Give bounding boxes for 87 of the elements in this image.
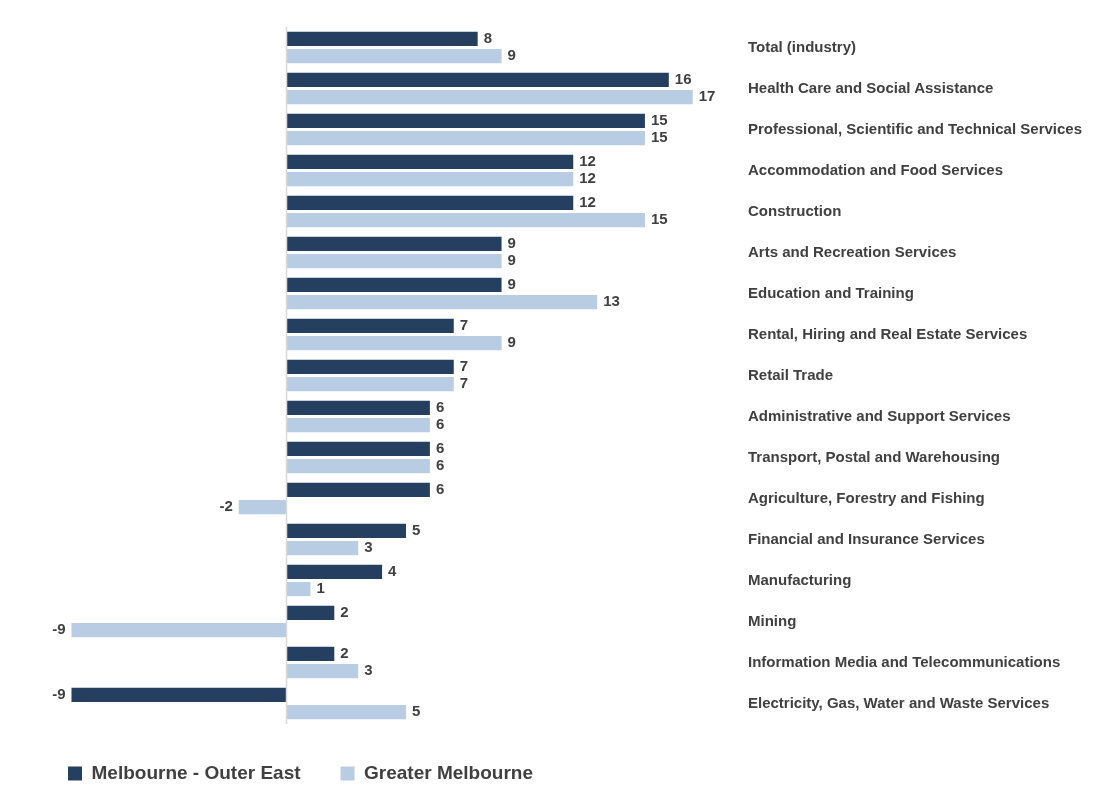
bar [286,318,454,333]
bar [286,195,574,210]
y-tick-label: Transport, Postal and Warehousing [747,447,1000,465]
data-label: 9 [507,333,516,351]
data-label: 6 [435,398,445,416]
y-tick-label: Information Media and Telecommunications [747,652,1061,670]
data-label: 7 [459,316,469,334]
data-label: -9 [52,620,66,638]
y-tick-label: Mining [747,611,797,629]
y-tick-label: Arts and Recreation Services [747,242,957,260]
legend-label: Melbourne - Outer East [91,761,302,783]
data-label: 6 [435,480,445,498]
bar [286,213,645,228]
legend-label: Greater Melbourne [364,761,533,783]
data-label: 1 [316,579,325,597]
data-label: 15 [650,111,668,129]
data-label: 2 [340,603,349,621]
data-label: 8 [483,29,493,47]
y-tick-label: Accommodation and Food Services [747,160,1004,178]
bar [286,172,574,187]
bar [286,482,430,497]
y-tick-label: Construction [747,201,842,219]
y-tick-label: Health Care and Social Assistance [747,78,994,96]
bar [286,605,335,620]
bar [286,359,454,374]
data-label: 7 [459,374,469,392]
y-tick-label: Administrative and Support Services [747,406,1011,424]
bar [286,646,335,661]
y-tick-label: Rental, Hiring and Real Estate Services [747,324,1028,342]
bar [286,90,693,105]
data-label: 9 [507,46,516,64]
data-label: 4 [388,562,398,580]
y-tick-label: Agriculture, Forestry and Fishing [747,488,985,506]
data-label: -9 [52,685,66,703]
bar [286,113,645,128]
data-label: 6 [435,415,445,433]
data-label: 6 [435,456,445,474]
y-tick-label: Financial and Insurance Services [747,529,985,547]
bar [286,277,502,292]
data-label: 9 [507,234,516,252]
bar [286,459,430,474]
bar [286,31,478,46]
y-tick-label: Retail Trade [747,365,834,383]
bar [286,336,502,351]
bar [286,131,645,146]
data-label: 12 [579,169,596,187]
data-label: 13 [603,292,620,310]
data-label: 15 [650,210,668,228]
data-label: 12 [579,152,596,170]
data-label: 3 [364,661,373,679]
y-tick-label: Total (industry) [747,37,857,55]
data-label: 15 [650,128,668,146]
bar [286,441,430,456]
bar [286,705,406,720]
bar [286,664,359,679]
bar [71,623,287,638]
bar [286,72,669,87]
y-tick-label: Manufacturing [747,570,852,588]
data-label: 2 [340,644,349,662]
data-label: 5 [411,521,421,539]
data-label: 7 [459,357,469,375]
bar [286,295,598,310]
y-tick-label: Education and Training [747,283,914,301]
bar [286,154,574,169]
bar [286,582,311,597]
data-label: 6 [435,439,445,457]
bar [71,687,287,702]
bar [286,236,502,251]
data-label: 5 [411,702,421,720]
bar [286,564,383,579]
bar [286,523,406,538]
y-tick-label: Professional, Scientific and Technical Services [747,119,1083,137]
bar [286,49,502,64]
data-label: -2 [219,497,233,515]
bar [286,418,430,433]
data-label: 9 [507,275,516,293]
data-label: 16 [674,70,692,88]
bar [286,400,430,415]
data-label: 9 [507,251,516,269]
y-tick-label: Electricity, Gas, Water and Waste Services [747,693,1050,711]
data-label: 3 [364,538,373,556]
bar [238,500,287,515]
bar [286,541,359,556]
data-label: 17 [698,87,716,105]
bar [286,254,502,269]
data-label: 12 [579,193,596,211]
bar [286,377,454,392]
